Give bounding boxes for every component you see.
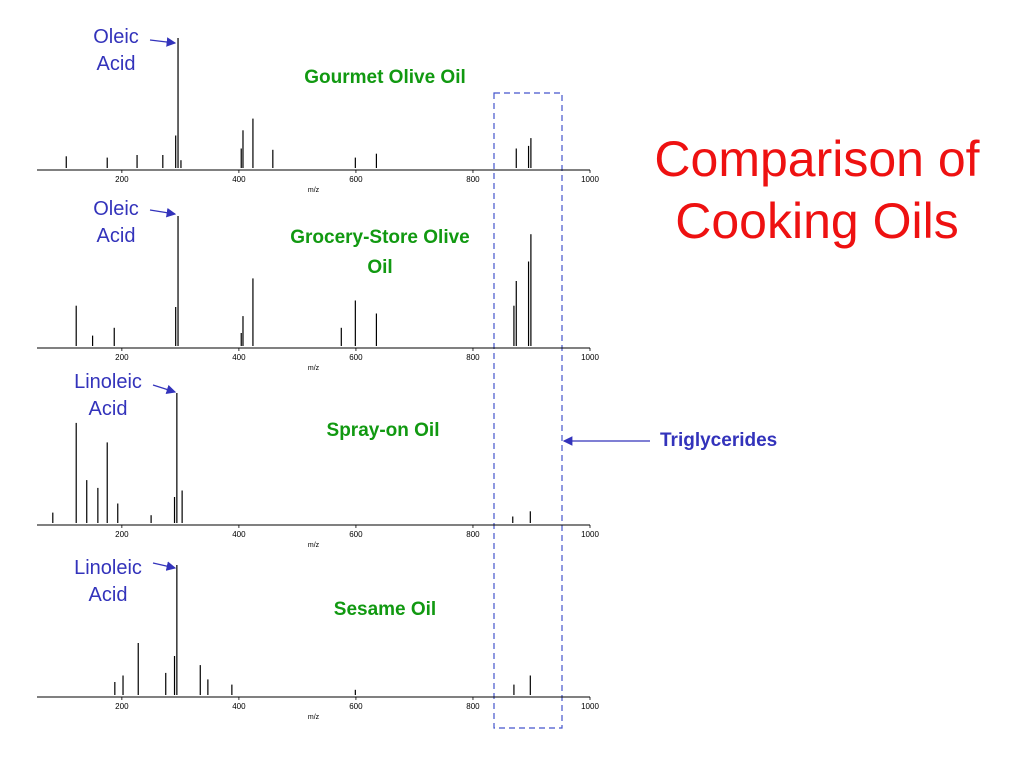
x-tick-label: 400 [232, 530, 246, 539]
x-tick-label: 200 [115, 175, 129, 184]
annotation-arrow [149, 207, 177, 218]
x-tick-label: 1000 [581, 353, 599, 362]
x-axis-label: m/z [308, 542, 320, 549]
slide-title: Comparison of Cooking Oils [654, 131, 980, 249]
x-tick-label: 600 [349, 353, 363, 362]
annotation-arrow [152, 384, 177, 395]
spectrum: 200 400 600 800 1000 m/z [37, 216, 599, 372]
chart-title: Grocery-Store Olive Oil [290, 227, 470, 278]
x-axis-label: m/z [308, 187, 320, 194]
x-tick-label: 1000 [581, 530, 599, 539]
spectrum: 200 400 600 800 1000 m/z [37, 393, 599, 549]
x-tick-label: 800 [466, 530, 480, 539]
x-axis-label: m/z [308, 714, 320, 721]
annotation-arrow [149, 37, 177, 47]
spectrum: 200 400 600 800 1000 m/z [37, 38, 599, 194]
x-tick-label: 1000 [581, 702, 599, 711]
x-tick-label: 600 [349, 530, 363, 539]
x-tick-label: 800 [466, 702, 480, 711]
x-tick-label: 800 [466, 175, 480, 184]
x-axis-label: m/z [308, 365, 320, 372]
x-tick-label: 600 [349, 702, 363, 711]
triglycerides-label: Triglycerides [660, 430, 778, 451]
chart-title: Sesame Oil [333, 599, 437, 620]
x-tick-label: 600 [349, 175, 363, 184]
x-tick-label: 200 [115, 530, 129, 539]
peak-annotation: Linoleic Acid [74, 371, 142, 420]
spectrum: 200 400 600 800 1000 m/z [37, 565, 599, 721]
peak-annotation: Oleic Acid [93, 26, 139, 75]
peak-annotation: Oleic Acid [93, 198, 139, 247]
x-tick-label: 1000 [581, 175, 599, 184]
chart-title: Spray-on Oil [326, 420, 440, 441]
chart-title: Gourmet Olive Oil [304, 67, 466, 88]
x-tick-label: 200 [115, 702, 129, 711]
x-tick-label: 400 [232, 353, 246, 362]
peak-annotation: Linoleic Acid [74, 557, 142, 606]
x-tick-label: 400 [232, 702, 246, 711]
x-tick-label: 800 [466, 353, 480, 362]
triglyceride-box [493, 92, 563, 729]
x-tick-label: 400 [232, 175, 246, 184]
x-tick-label: 200 [115, 353, 129, 362]
annotation-arrow [152, 561, 177, 571]
